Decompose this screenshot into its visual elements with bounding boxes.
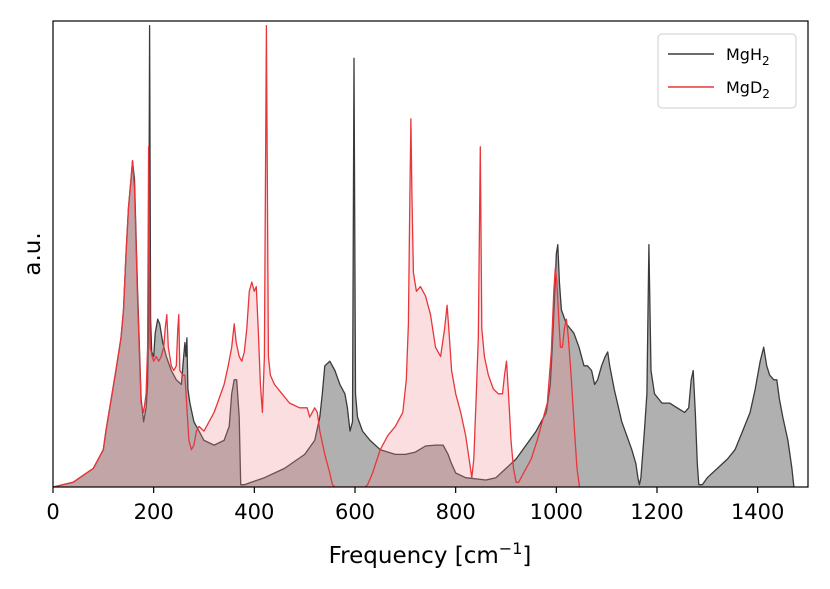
legend-label-mgh2: MgH2 [726, 45, 770, 68]
legend-label-mgh2-base: MgH [726, 45, 762, 64]
x-tick-label: 1200 [630, 500, 683, 524]
legend-label-mgh2-sub: 2 [762, 54, 770, 68]
plot-frame [52, 20, 809, 488]
series-fill-mgh2 [53, 25, 794, 487]
x-axis-label-text: Frequency [cm [329, 543, 499, 569]
legend-box [657, 33, 797, 109]
x-axis-ticks: 0 200 400 600 800 1000 1200 1400 [46, 487, 784, 524]
x-tick-label: 800 [436, 500, 476, 524]
x-tick-label: 1000 [530, 500, 583, 524]
x-axis-label: Frequency [cm−1] [329, 539, 532, 569]
legend-label-mgd2-sub: 2 [762, 87, 770, 101]
series-line-mgd2 [53, 25, 581, 487]
legend-label-mgd2: MgD2 [726, 78, 770, 101]
x-axis-label-suffix: ] [522, 543, 531, 569]
legend: MgH2 MgD2 [657, 33, 797, 109]
x-tick-label: 400 [234, 500, 274, 524]
x-tick-label: 200 [134, 500, 174, 524]
series-line-mgh2 [53, 25, 795, 487]
legend-label-mgd2-base: MgD [726, 78, 762, 97]
x-tick-label: 600 [335, 500, 375, 524]
x-tick-label: 1400 [731, 500, 784, 524]
y-axis-label: a.u. [20, 232, 46, 275]
series-layer [53, 25, 795, 487]
x-tick-label: 0 [46, 500, 59, 524]
x-axis-label-superscript: −1 [499, 539, 523, 558]
series-fill-mgd2 [53, 25, 580, 487]
